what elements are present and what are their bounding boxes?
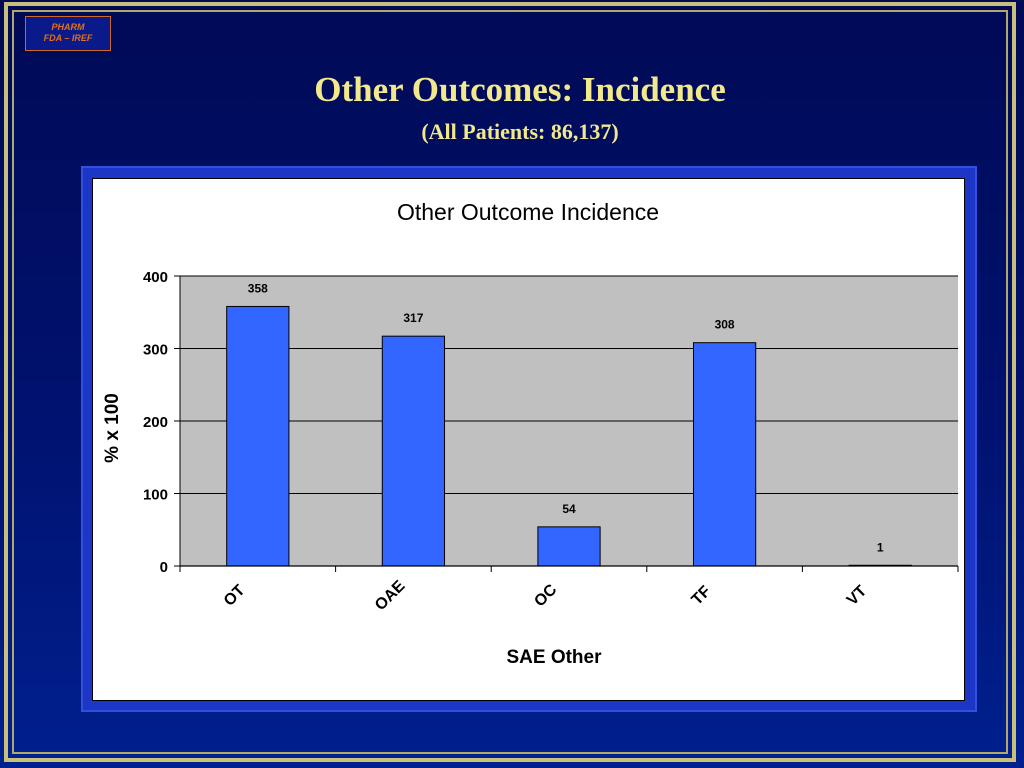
- logo-line-1: PHARM: [51, 22, 85, 32]
- slide-title: Other Outcomes: Incidence: [314, 70, 726, 109]
- bar: [692, 342, 757, 567]
- logo-line-2: FDA – IREF: [43, 33, 93, 43]
- bar: [381, 335, 446, 567]
- x-tick-label: VT: [844, 582, 871, 609]
- slide-subtitle: (All Patients: 86,137): [421, 119, 619, 144]
- data-label: 317: [403, 311, 423, 325]
- y-axis-label: % x 100: [102, 393, 123, 463]
- bar: [537, 526, 601, 567]
- x-tick-label: TF: [688, 583, 714, 609]
- bar: [226, 305, 290, 567]
- data-label: 1: [877, 540, 884, 554]
- x-tick-label: OC: [531, 581, 560, 610]
- data-label: 308: [715, 318, 735, 332]
- x-axis-label: SAE Other: [506, 647, 602, 668]
- y-tick-label: 300: [143, 342, 168, 359]
- pharm-logo: PHARM FDA – IREF: [25, 16, 111, 51]
- chart-title: Other Outcome Incidence: [397, 199, 659, 225]
- data-label: 54: [562, 502, 576, 516]
- data-label: 358: [248, 281, 268, 295]
- y-tick-label: 200: [143, 414, 168, 431]
- y-tick-label: 400: [143, 269, 168, 286]
- x-tick-label: OAE: [372, 577, 409, 614]
- slide-inner-border: [12, 10, 1008, 754]
- y-tick-label: 100: [143, 487, 168, 504]
- slide-border: [4, 2, 1016, 762]
- x-tick-label: OT: [221, 582, 249, 610]
- y-tick-label: 0: [160, 559, 168, 576]
